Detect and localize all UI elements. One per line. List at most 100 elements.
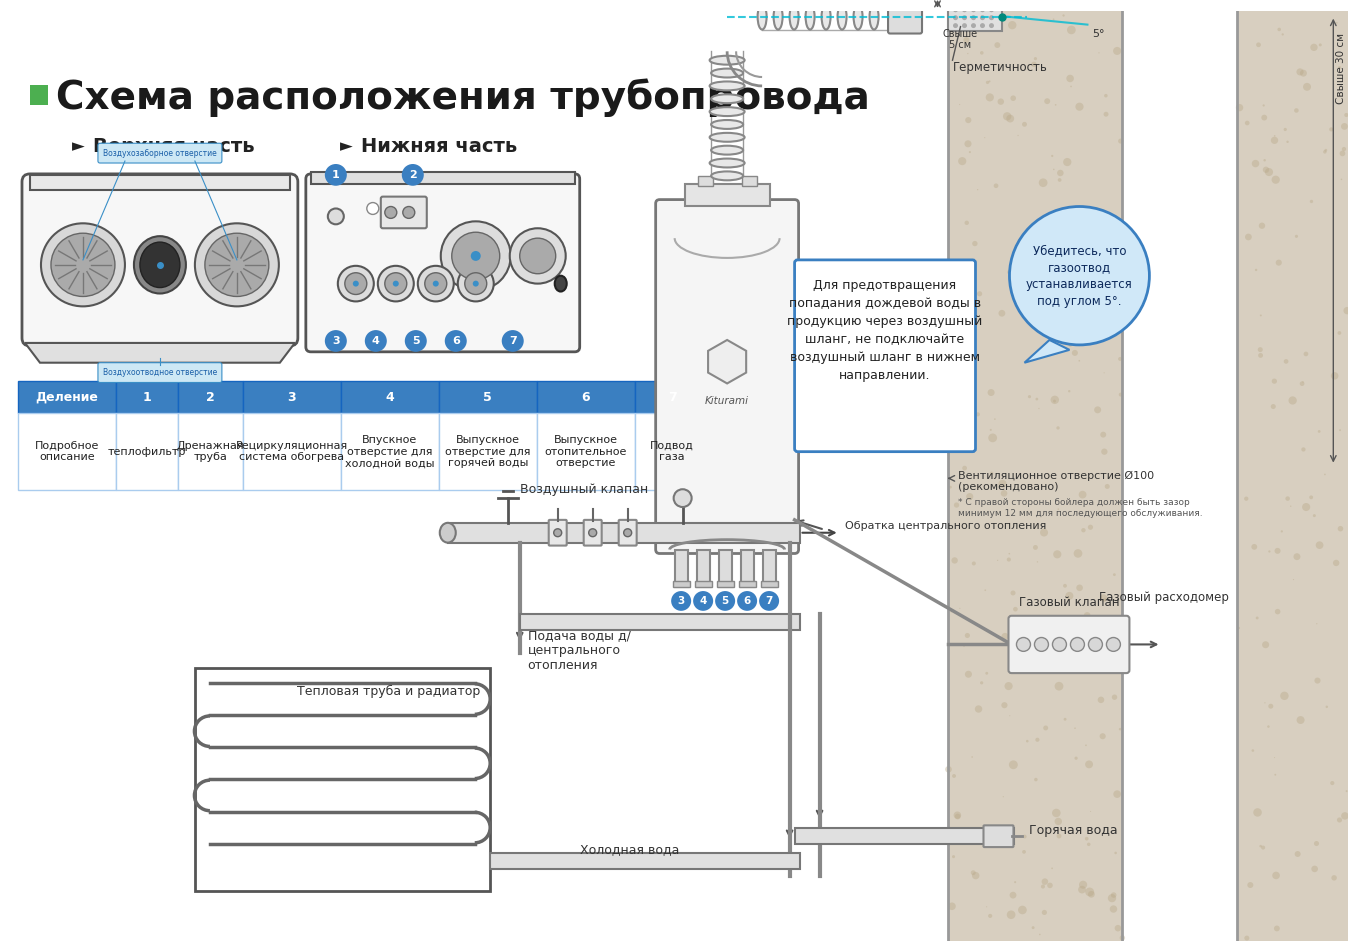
Circle shape bbox=[989, 8, 994, 12]
Circle shape bbox=[977, 291, 982, 296]
Circle shape bbox=[1259, 353, 1263, 358]
Circle shape bbox=[1093, 308, 1095, 311]
Circle shape bbox=[337, 265, 374, 301]
Circle shape bbox=[457, 265, 494, 301]
Text: 7: 7 bbox=[668, 391, 677, 404]
Circle shape bbox=[979, 15, 985, 20]
Circle shape bbox=[1035, 778, 1037, 781]
Circle shape bbox=[452, 232, 499, 279]
Circle shape bbox=[1236, 104, 1244, 111]
Text: 4: 4 bbox=[699, 596, 707, 606]
Circle shape bbox=[433, 280, 438, 287]
Bar bbox=[673, 582, 689, 587]
Circle shape bbox=[1072, 350, 1078, 356]
Circle shape bbox=[364, 330, 387, 352]
Bar bbox=[178, 381, 243, 413]
Text: 5: 5 bbox=[411, 336, 420, 346]
Circle shape bbox=[965, 117, 971, 123]
Circle shape bbox=[1294, 553, 1300, 560]
Circle shape bbox=[1252, 749, 1255, 752]
Circle shape bbox=[987, 389, 994, 396]
Bar bbox=[30, 85, 49, 104]
Circle shape bbox=[1287, 140, 1288, 143]
Circle shape bbox=[1244, 935, 1249, 941]
Circle shape bbox=[1009, 206, 1149, 345]
Ellipse shape bbox=[870, 4, 878, 29]
Circle shape bbox=[989, 15, 994, 20]
Bar bbox=[243, 413, 341, 490]
Circle shape bbox=[952, 774, 956, 778]
Circle shape bbox=[973, 872, 979, 879]
Polygon shape bbox=[310, 172, 575, 183]
Circle shape bbox=[1261, 115, 1267, 120]
Circle shape bbox=[1103, 94, 1108, 98]
Bar bbox=[194, 668, 490, 890]
Circle shape bbox=[1325, 473, 1326, 475]
Ellipse shape bbox=[822, 4, 831, 29]
Circle shape bbox=[1106, 637, 1121, 651]
Circle shape bbox=[1051, 155, 1054, 157]
Circle shape bbox=[997, 99, 1004, 104]
Circle shape bbox=[1058, 178, 1062, 182]
Circle shape bbox=[378, 265, 414, 301]
Circle shape bbox=[1112, 694, 1117, 700]
Circle shape bbox=[1341, 812, 1349, 820]
Circle shape bbox=[1079, 491, 1086, 499]
Circle shape bbox=[1255, 269, 1257, 271]
Text: Впускное
отверстие для
холодной воды: Впускное отверстие для холодной воды bbox=[345, 435, 434, 469]
Circle shape bbox=[1028, 395, 1031, 398]
Circle shape bbox=[1284, 359, 1288, 364]
Circle shape bbox=[985, 672, 989, 675]
Circle shape bbox=[1093, 620, 1099, 625]
Ellipse shape bbox=[711, 171, 743, 181]
Circle shape bbox=[1070, 86, 1072, 88]
Text: 5: 5 bbox=[483, 391, 492, 404]
Circle shape bbox=[1063, 158, 1071, 167]
Circle shape bbox=[1103, 112, 1109, 117]
Circle shape bbox=[367, 202, 379, 215]
Circle shape bbox=[1310, 43, 1318, 51]
Circle shape bbox=[998, 310, 1005, 317]
Bar bbox=[1237, 10, 1348, 941]
Circle shape bbox=[1318, 430, 1321, 433]
Circle shape bbox=[986, 81, 989, 84]
Circle shape bbox=[1055, 601, 1056, 602]
Circle shape bbox=[465, 273, 487, 295]
Circle shape bbox=[672, 591, 691, 611]
Circle shape bbox=[1079, 881, 1087, 888]
Circle shape bbox=[1039, 179, 1048, 187]
Circle shape bbox=[1101, 432, 1106, 438]
Circle shape bbox=[1302, 381, 1303, 383]
Circle shape bbox=[1259, 223, 1265, 229]
Circle shape bbox=[1054, 400, 1056, 403]
Circle shape bbox=[1033, 545, 1037, 550]
Circle shape bbox=[1101, 449, 1108, 455]
Circle shape bbox=[1031, 62, 1036, 67]
Circle shape bbox=[1071, 637, 1085, 651]
FancyBboxPatch shape bbox=[656, 199, 799, 553]
Text: 1: 1 bbox=[143, 391, 151, 404]
Circle shape bbox=[965, 140, 971, 148]
Circle shape bbox=[1295, 851, 1300, 857]
Text: Дренажная
труба: Дренажная труба bbox=[177, 440, 244, 462]
Text: 2: 2 bbox=[206, 391, 214, 404]
Circle shape bbox=[405, 330, 426, 352]
Circle shape bbox=[1005, 682, 1013, 690]
Text: 1: 1 bbox=[332, 170, 340, 180]
Circle shape bbox=[1094, 282, 1098, 287]
Bar bbox=[438, 381, 537, 413]
Bar bbox=[739, 582, 755, 587]
Ellipse shape bbox=[710, 159, 745, 167]
Bar bbox=[742, 176, 757, 185]
Circle shape bbox=[1244, 497, 1248, 501]
Circle shape bbox=[1105, 484, 1110, 489]
Circle shape bbox=[989, 434, 997, 442]
Circle shape bbox=[1083, 612, 1090, 618]
Circle shape bbox=[1008, 21, 1016, 29]
Circle shape bbox=[1001, 490, 1008, 497]
Text: Kiturami: Kiturami bbox=[706, 396, 749, 407]
Circle shape bbox=[971, 757, 973, 758]
Circle shape bbox=[986, 93, 994, 102]
Bar bbox=[719, 550, 731, 587]
Circle shape bbox=[384, 206, 397, 218]
